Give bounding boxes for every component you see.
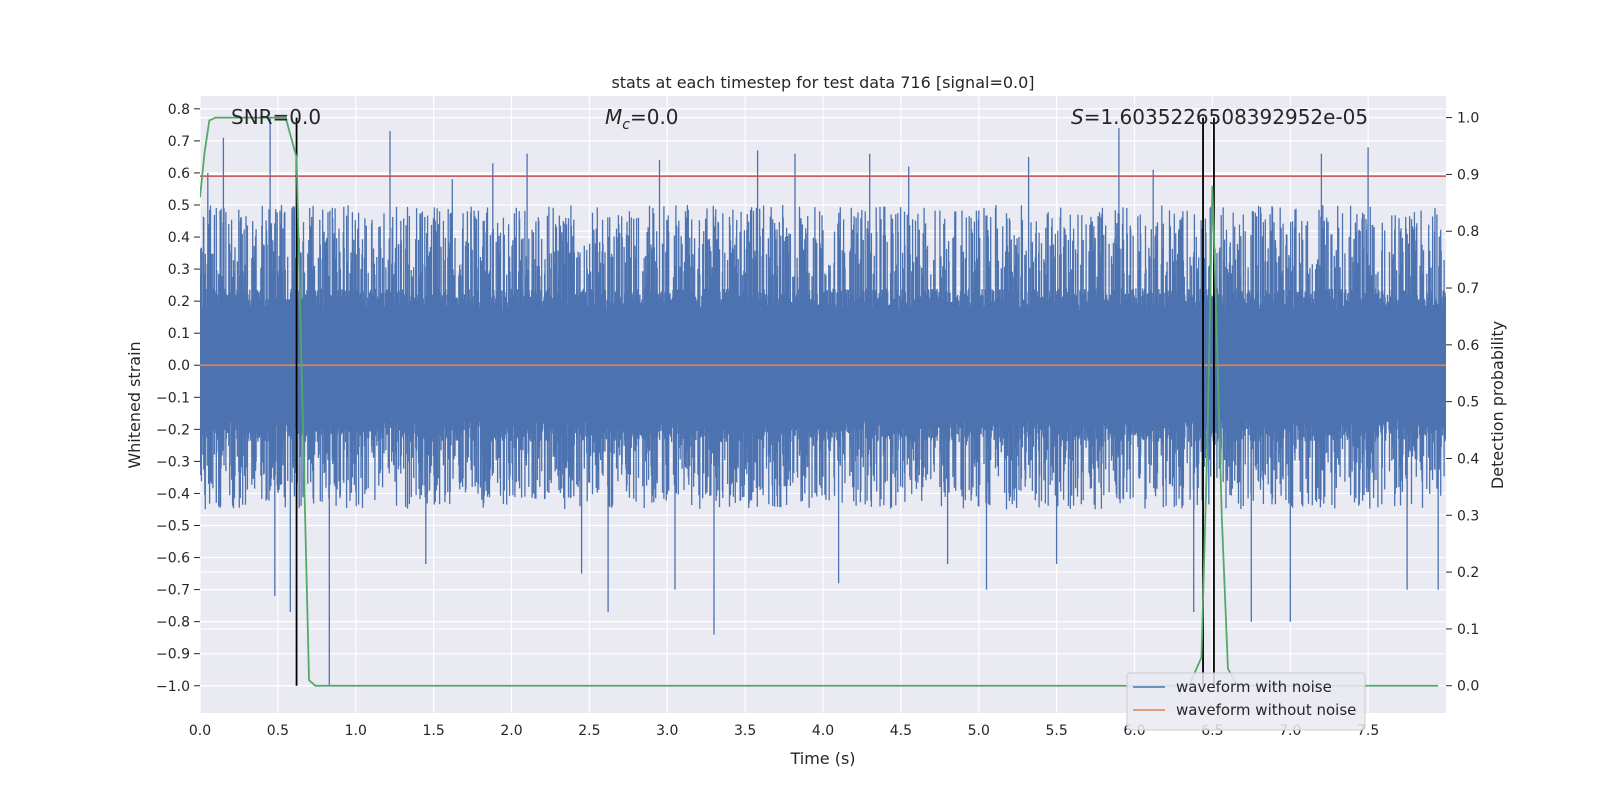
y2-tick-label: 0.9 [1457, 167, 1479, 183]
annotation-mc-prefix: M [605, 105, 622, 129]
annotation-snr: SNR=0.0 [231, 105, 321, 129]
y-axis-ticks: 0.8 0.7 0.6 0.5 0.4 0.3 0.2 0.1 0.0 −0.1 −0.2 −0.3 −… [156, 102, 200, 695]
y2-tick-label: 0.0 [1457, 679, 1479, 695]
x-tick-label: 4.0 [812, 723, 834, 739]
annotation-mc: Mc=0.0 [605, 105, 679, 133]
y-tick-label: −0.3 [156, 454, 190, 470]
y2-tick-label: 0.2 [1457, 565, 1479, 581]
y2-tick-label: 1.0 [1457, 111, 1479, 127]
x-tick-label: 3.5 [734, 723, 756, 739]
y-tick-label: 0.1 [168, 326, 190, 342]
y-tick-label: −0.8 [156, 615, 190, 631]
detection-probability-line [200, 116, 1439, 687]
y-tick-label: 0.0 [168, 358, 190, 374]
y-tick-label: −0.6 [156, 551, 190, 567]
y-tick-label: 0.8 [168, 102, 190, 118]
x-tick-label: 2.0 [500, 723, 522, 739]
y-tick-label: 0.3 [168, 262, 190, 278]
x-tick-label: 3.0 [656, 723, 678, 739]
y2-axis-ticks: 1.0 0.9 0.8 0.7 0.6 0.5 0.4 0.3 0.2 0.1 0.0 [1446, 111, 1479, 695]
y2-tick-label: 0.1 [1457, 622, 1479, 638]
x-tick-label: 1.5 [422, 723, 444, 739]
annotation-mc-suffix: =0.0 [630, 105, 679, 129]
chart-title: stats at each timestep for test data 716… [611, 73, 1034, 92]
y-tick-label: −0.5 [156, 518, 190, 534]
y-tick-label: 0.6 [168, 166, 190, 182]
annotation-s-prefix: S [1071, 105, 1084, 129]
series-detection-probability [200, 116, 1439, 687]
x-tick-label: 5.5 [1045, 723, 1067, 739]
legend-box [1126, 672, 1366, 731]
x-tick-label: 1.0 [345, 723, 367, 739]
annotation-mc-sub: c [622, 117, 630, 133]
x-tick-label: 4.5 [890, 723, 912, 739]
legend: waveform with noise waveform without noi… [1126, 672, 1366, 731]
legend-label-clean: waveform without noise [1176, 701, 1356, 719]
x-tick-label: 2.5 [578, 723, 600, 739]
x-axis-label: Time (s) [789, 749, 855, 768]
y2-axis-label: Detection probability [1488, 321, 1507, 489]
y2-tick-label: 0.3 [1457, 508, 1479, 524]
y2-tick-label: 0.7 [1457, 281, 1479, 297]
y2-tick-label: 0.4 [1457, 451, 1479, 467]
y-tick-label: −0.4 [156, 486, 190, 502]
x-axis-ticks: 0.0 0.5 1.0 1.5 2.0 2.5 3.0 3.5 4.0 4.5 5.0 5.5 6.0 6… [189, 723, 1379, 739]
y-tick-label: 0.4 [168, 230, 190, 246]
y2-tick-label: 0.6 [1457, 338, 1479, 354]
y-tick-label: 0.7 [168, 134, 190, 150]
x-tick-label: 0.5 [267, 723, 289, 739]
y-tick-label: −0.2 [156, 422, 190, 438]
y2-tick-label: 0.5 [1457, 395, 1479, 411]
y2-tick-label: 0.8 [1457, 224, 1479, 240]
y-tick-label: 0.2 [168, 294, 190, 310]
y-tick-label: −0.1 [156, 390, 190, 406]
y-tick-label: −1.0 [156, 679, 190, 695]
y-axis-label: Whitened strain [125, 341, 144, 468]
y-tick-label: 0.5 [168, 198, 190, 214]
legend-label-noise: waveform with noise [1176, 678, 1332, 696]
y-tick-label: −0.9 [156, 647, 190, 663]
annotation-s: S=1.6035226508392952e-05 [1071, 105, 1368, 129]
x-tick-label: 5.0 [968, 723, 990, 739]
annotation-s-suffix: =1.6035226508392952e-05 [1084, 105, 1368, 129]
y-tick-label: −0.7 [156, 583, 190, 599]
x-tick-label: 0.0 [189, 723, 211, 739]
